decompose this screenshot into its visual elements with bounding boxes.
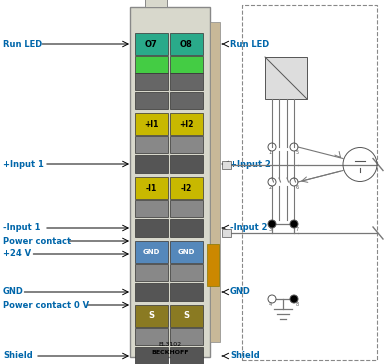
Bar xyxy=(169,177,202,199)
Text: GND: GND xyxy=(142,249,160,255)
Bar xyxy=(134,73,167,90)
Bar xyxy=(169,56,202,73)
Text: Shield: Shield xyxy=(230,352,260,360)
Bar xyxy=(134,241,167,263)
Bar xyxy=(210,22,220,342)
Circle shape xyxy=(268,220,276,228)
Text: +Input 1: +Input 1 xyxy=(3,159,44,169)
Bar xyxy=(169,241,202,263)
Text: +I1: +I1 xyxy=(144,119,158,128)
Text: 7: 7 xyxy=(295,227,299,232)
Bar xyxy=(222,161,231,169)
Bar xyxy=(134,200,167,217)
Text: 6: 6 xyxy=(295,185,299,190)
Text: Power contact 0 V: Power contact 0 V xyxy=(3,301,89,309)
Text: 8: 8 xyxy=(295,302,299,307)
Text: 2: 2 xyxy=(268,185,271,190)
Circle shape xyxy=(290,220,298,228)
Bar xyxy=(134,155,167,173)
Bar xyxy=(134,33,167,55)
Bar xyxy=(169,219,202,237)
Bar xyxy=(207,244,219,286)
Text: -Input 1: -Input 1 xyxy=(3,223,40,233)
Bar xyxy=(134,283,167,301)
Text: -Input 2: -Input 2 xyxy=(230,223,268,233)
Bar xyxy=(169,33,202,55)
Bar xyxy=(134,305,167,327)
Text: +24 V: +24 V xyxy=(3,249,31,258)
Bar xyxy=(265,57,307,99)
Text: Shield: Shield xyxy=(3,352,33,360)
Bar xyxy=(169,73,202,90)
Bar xyxy=(169,200,202,217)
Text: GND: GND xyxy=(3,288,24,297)
Text: EL3102: EL3102 xyxy=(159,341,182,347)
Text: +I2: +I2 xyxy=(179,119,193,128)
Bar xyxy=(169,264,202,281)
Bar xyxy=(169,347,202,364)
Circle shape xyxy=(290,295,298,303)
Bar xyxy=(169,136,202,153)
Bar xyxy=(145,0,167,7)
Bar xyxy=(169,92,202,109)
Text: GND: GND xyxy=(177,249,195,255)
Text: Run LED: Run LED xyxy=(3,40,42,48)
Bar xyxy=(169,305,202,327)
Bar xyxy=(169,113,202,135)
Text: 5: 5 xyxy=(295,150,299,155)
Bar xyxy=(134,177,167,199)
Bar xyxy=(134,113,167,135)
Bar xyxy=(130,7,210,357)
Bar xyxy=(169,283,202,301)
Bar xyxy=(134,264,167,281)
Bar xyxy=(134,328,167,345)
Text: S: S xyxy=(183,312,189,320)
Text: +Input 2: +Input 2 xyxy=(230,159,271,169)
Bar xyxy=(134,136,167,153)
Text: Power contact: Power contact xyxy=(3,237,71,245)
Text: 3: 3 xyxy=(268,227,271,232)
Text: S: S xyxy=(148,312,154,320)
Bar xyxy=(134,219,167,237)
Text: BECKHOFF: BECKHOFF xyxy=(151,349,189,355)
Text: -I2: -I2 xyxy=(180,183,192,193)
Text: O7: O7 xyxy=(145,40,157,48)
Bar xyxy=(134,56,167,73)
Text: GND: GND xyxy=(230,288,251,297)
Text: O8: O8 xyxy=(180,40,192,48)
Bar xyxy=(222,229,231,237)
Text: 4: 4 xyxy=(268,302,271,307)
Text: 1: 1 xyxy=(268,150,271,155)
Bar xyxy=(169,155,202,173)
Bar xyxy=(145,357,167,364)
Text: Run LED: Run LED xyxy=(230,40,269,48)
Bar xyxy=(134,92,167,109)
Bar xyxy=(169,328,202,345)
Text: -I1: -I1 xyxy=(146,183,157,193)
Bar xyxy=(134,347,167,364)
